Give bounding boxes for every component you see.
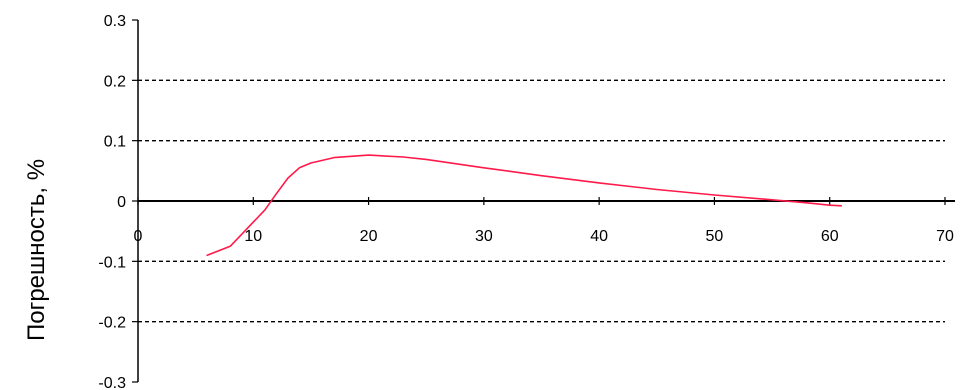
axes <box>132 19 955 383</box>
x-tick-label: 20 <box>360 228 378 245</box>
x-tick-label: 30 <box>475 228 493 245</box>
y-tick-label: 0.2 <box>104 73 126 90</box>
series-layer <box>206 154 842 257</box>
y-axis-label: Погрешность, % <box>23 159 50 341</box>
x-tick-label: 40 <box>590 228 608 245</box>
y-tick-label: -0.2 <box>98 315 126 332</box>
y-tick-label: 0 <box>117 194 126 211</box>
x-tick-label: 50 <box>706 228 724 245</box>
x-tick-label: 60 <box>821 228 839 245</box>
gridlines <box>138 79 945 323</box>
y-tick-label: 0.1 <box>104 134 126 151</box>
x-tick-label: 0 <box>134 228 143 245</box>
x-tick-label: 10 <box>244 228 262 245</box>
tick-labels: 0.3 0.2 0.1 0 -0.1 -0.2 -0.3 0 10 20 30 40 50 60 70 <box>98 13 954 390</box>
y-tick-label: -0.1 <box>98 254 126 271</box>
x-tick-label: 70 <box>936 228 954 245</box>
error-series-line <box>206 154 842 257</box>
y-tick-label: 0.3 <box>104 13 126 30</box>
y-tick-label: -0.3 <box>98 375 126 390</box>
